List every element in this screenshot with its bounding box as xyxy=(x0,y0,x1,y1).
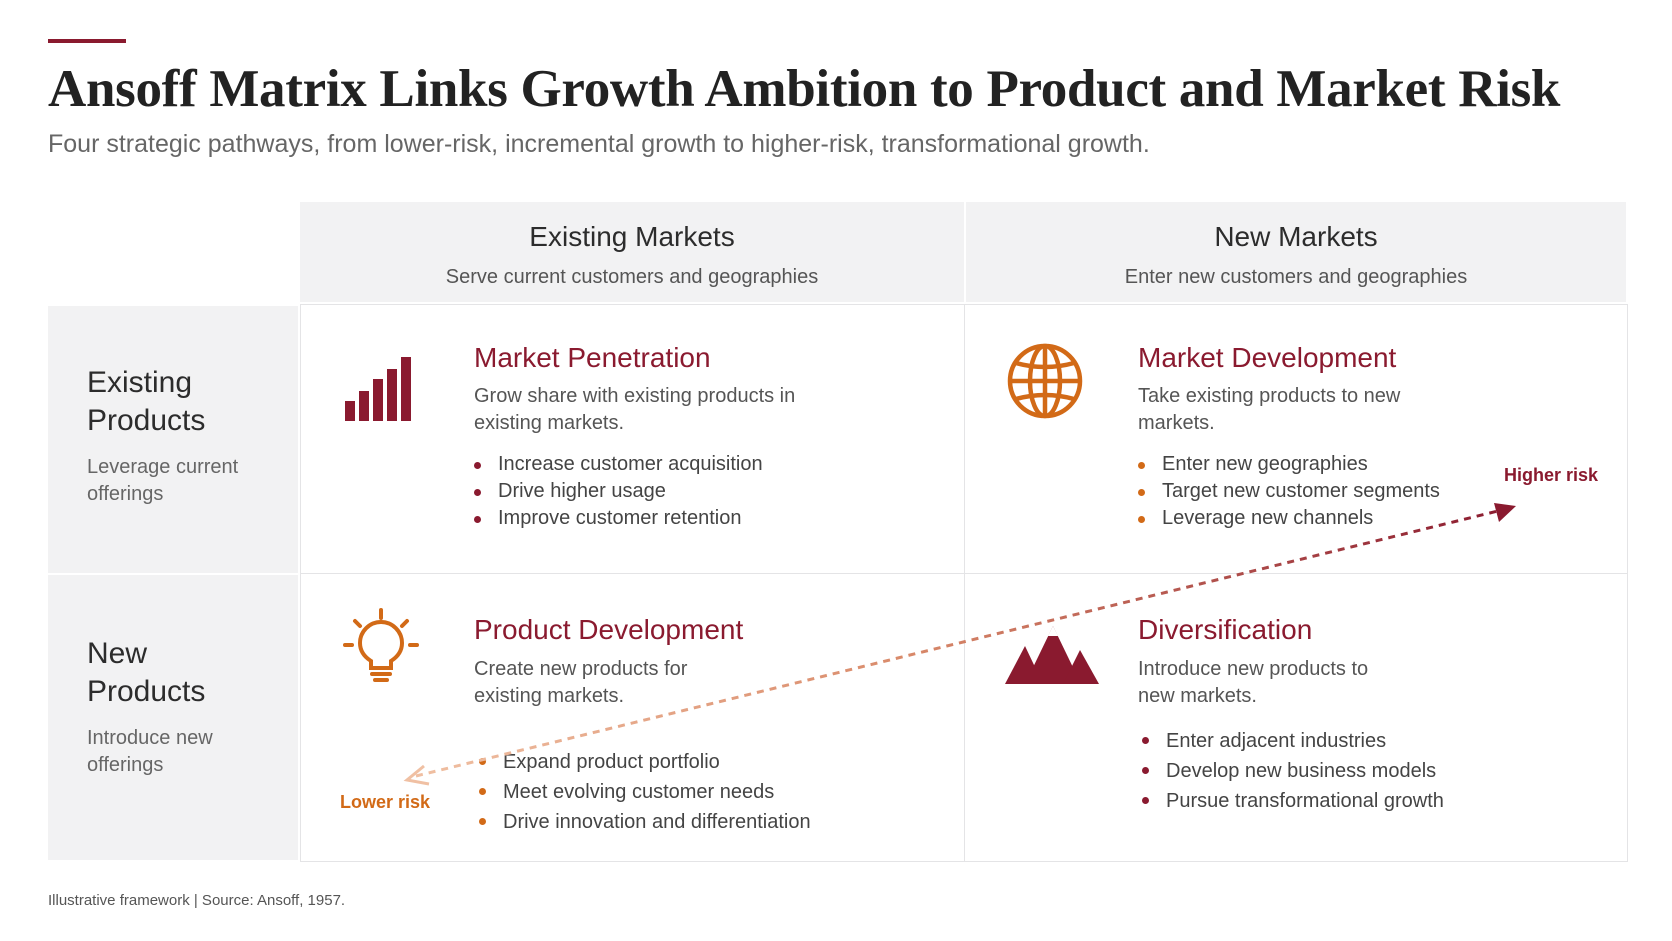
page-title: Ansoff Matrix Links Growth Ambition to P… xyxy=(48,60,1561,118)
lower-risk-label: Lower risk xyxy=(340,792,431,812)
bullet-item: Enter new geographies xyxy=(1135,451,1440,478)
quadrant-bullets: Enter new geographies Target new custome… xyxy=(1135,451,1440,532)
row-subheading: Introduce new offerings xyxy=(87,727,213,776)
quadrant-bullets: Enter adjacent industries Develop new bu… xyxy=(1139,726,1444,816)
bullet-item: Expand product portfolio xyxy=(476,747,811,777)
column-header-existing-markets: Existing Markets Serve current customers… xyxy=(300,202,964,302)
quadrant-diversification: Diversification Introduce new products t… xyxy=(964,573,1628,862)
bullet-item: Develop new business models xyxy=(1139,756,1444,786)
bullet-item: Meet evolving customer needs xyxy=(476,777,811,807)
quadrant-title: Market Development xyxy=(1138,342,1397,373)
source-footnote: Illustrative framework | Source: Ansoff,… xyxy=(48,892,346,909)
higher-risk-label: Higher risk xyxy=(1504,465,1599,485)
column-subheading: Enter new customers and geographies xyxy=(1124,266,1468,288)
quadrant-description: Create new products for existing markets… xyxy=(474,658,688,707)
quadrant-market-penetration: Market Penetration Grow share with exist… xyxy=(300,304,966,575)
row-heading: Existing Products xyxy=(87,366,206,437)
lightbulb-icon xyxy=(343,608,419,682)
row-subheading: Leverage current offerings xyxy=(87,456,239,505)
column-header-new-markets: New Markets Enter new customers and geog… xyxy=(966,202,1626,302)
globe-icon xyxy=(1007,343,1083,419)
accent-rule xyxy=(48,39,126,43)
quadrant-title: Product Development xyxy=(474,614,744,645)
column-heading: Existing Markets xyxy=(529,221,735,252)
mountains-icon xyxy=(1005,626,1099,684)
quadrant-description: Take existing products to new markets. xyxy=(1138,385,1401,434)
bullet-item: Leverage new channels xyxy=(1135,505,1440,532)
bullet-item: Increase customer acquisition xyxy=(471,451,763,478)
quadrant-title: Diversification xyxy=(1138,614,1313,645)
column-subheading: Serve current customers and geographies xyxy=(445,266,819,288)
page-subtitle: Four strategic pathways, from lower-risk… xyxy=(48,130,1150,158)
quadrant-description: Introduce new products to new markets. xyxy=(1138,658,1369,707)
row-header-new-products: New Products Introduce new offerings xyxy=(48,575,298,860)
bullet-item: Pursue transformational growth xyxy=(1139,786,1444,816)
quadrant-title: Market Penetration xyxy=(474,342,711,373)
bullet-item: Drive innovation and differentiation xyxy=(476,807,811,837)
quadrant-bullets: Increase customer acquisition Drive high… xyxy=(471,451,763,532)
quadrant-bullets: Expand product portfolio Meet evolving c… xyxy=(476,747,811,837)
bullet-item: Enter adjacent industries xyxy=(1139,726,1444,756)
column-heading: New Markets xyxy=(1214,221,1378,252)
row-heading: New Products xyxy=(87,637,206,708)
quadrant-description: Grow share with existing products in exi… xyxy=(474,385,796,434)
quadrant-market-development: Market Development Take existing product… xyxy=(964,304,1628,575)
bullet-item: Improve customer retention xyxy=(471,505,763,532)
row-header-existing-products: Existing Products Leverage current offer… xyxy=(48,306,298,573)
quadrant-product-development: Product Development Create new products … xyxy=(300,573,966,862)
bullet-item: Drive higher usage xyxy=(471,478,763,505)
bullet-item: Target new customer segments xyxy=(1135,478,1440,505)
bar-chart-icon xyxy=(345,357,411,421)
